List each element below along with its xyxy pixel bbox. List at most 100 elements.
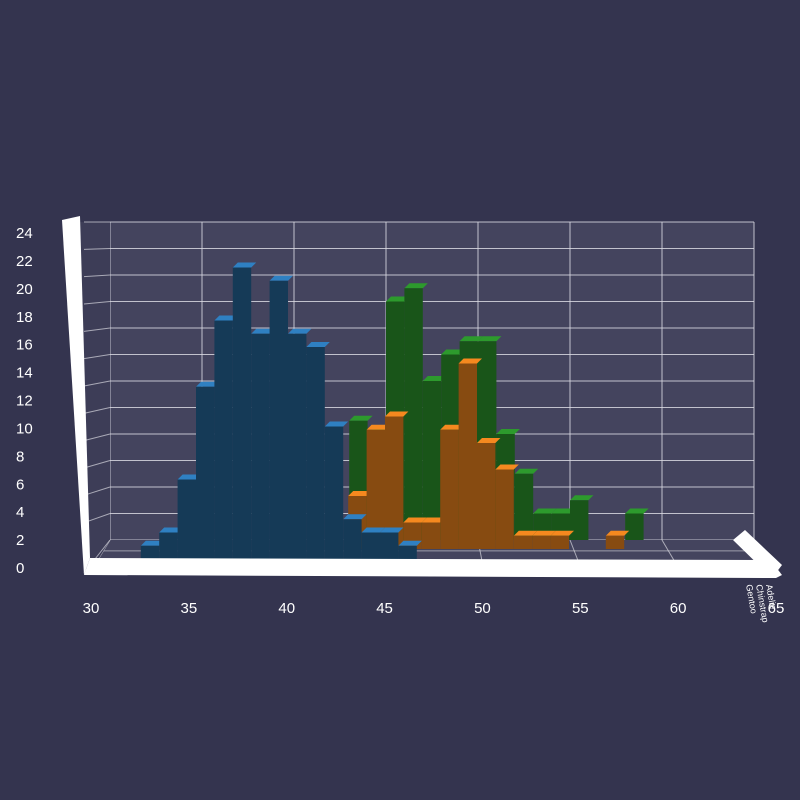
x-tick-label: 30: [83, 600, 100, 617]
y-tick-label: 22: [16, 253, 33, 270]
histogram-bar: [366, 429, 385, 549]
histogram-bar: [177, 479, 196, 559]
histogram-bar: [477, 443, 496, 549]
bar-top-face: [551, 508, 575, 514]
x-tick-label: 50: [474, 600, 491, 617]
y-tick-label: 18: [16, 309, 33, 326]
histogram-bar: [324, 426, 344, 559]
x-tick-label: 55: [572, 600, 589, 617]
bar-top-face: [343, 514, 367, 520]
histogram-bar: [514, 473, 534, 540]
bar-top-face: [306, 342, 330, 347]
bar-top-face: [459, 336, 483, 342]
histogram-bar: [440, 429, 459, 549]
y-tick-label: 14: [16, 365, 33, 382]
bar-top-face: [348, 491, 372, 496]
bar-top-face: [532, 530, 556, 536]
depth-tick-label: Adelie: [764, 584, 778, 610]
left-axis-bar: [62, 216, 90, 575]
bar-top-face: [570, 495, 594, 501]
bar-top-face: [496, 429, 520, 434]
bar-top-face: [513, 530, 538, 536]
y-tick-label: 10: [16, 420, 33, 437]
y-tick-label: 8: [16, 448, 24, 465]
bar-top-face: [495, 464, 519, 470]
y-tick-label: 0: [16, 560, 24, 577]
bar-top-face: [251, 328, 275, 334]
histogram-bar: [570, 500, 589, 540]
histogram-bar: [513, 535, 533, 549]
bar-top-face: [196, 381, 220, 387]
bar-top-face: [385, 411, 409, 417]
histogram-bar: [422, 381, 442, 540]
bar-top-face: [403, 517, 427, 523]
front-axis-wall: [62, 216, 782, 578]
x-tick-label: 35: [181, 600, 198, 617]
y-tick-label: 16: [16, 337, 33, 354]
y-tick-label: 2: [16, 532, 24, 549]
bar-top-face: [514, 468, 539, 474]
bar-top-face: [349, 415, 373, 421]
bar-top-face: [404, 283, 428, 289]
bar-top-face: [625, 508, 649, 514]
side-gridline-y: [83, 354, 111, 360]
histogram-bar: [532, 535, 551, 549]
side-gridline-y: [83, 301, 111, 305]
bar-top-face: [422, 376, 447, 381]
y-tick-label: 4: [16, 504, 24, 521]
bar-top-face: [366, 424, 390, 430]
side-gridline-y: [83, 248, 111, 250]
histogram-bar: [306, 347, 325, 559]
side-gridline-y: [83, 460, 111, 469]
bar-top-face: [421, 517, 446, 523]
bar-top-face: [232, 262, 257, 268]
bar-top-face: [478, 336, 502, 342]
histogram-bar: [458, 363, 477, 549]
bar-top-face: [458, 358, 482, 364]
bar-top-face: [269, 275, 293, 281]
side-gridline-y: [83, 274, 111, 278]
bar-top-face: [288, 328, 312, 334]
side-gridline-y: [83, 407, 111, 414]
bar-group: [140, 262, 649, 559]
bar-top-face: [214, 315, 238, 321]
histogram-bar: [625, 513, 644, 540]
bar-top-face: [398, 540, 422, 546]
histogram-bar: [421, 522, 441, 549]
histogram-bar: [343, 519, 362, 559]
histogram-bar: [385, 416, 404, 549]
histogram-bar: [232, 267, 252, 559]
side-gridline-y: [83, 433, 111, 442]
bar-top-face: [324, 421, 349, 427]
bar-top-face: [440, 424, 464, 430]
side-gridline-y: [83, 327, 111, 332]
bar-top-face: [380, 527, 404, 533]
right-depth-axis-bar: [733, 530, 782, 578]
y-tick-label: 12: [16, 393, 33, 410]
x-tick-label: 60: [670, 600, 687, 617]
histogram-bar: [214, 320, 233, 559]
histogram-bar: [196, 386, 215, 559]
histogram-bar: [605, 535, 625, 549]
y-tick-label: 24: [16, 225, 33, 242]
histogram-bar: [398, 545, 417, 559]
bar-top-face: [477, 438, 501, 443]
bar-top-face: [140, 540, 165, 546]
bar-top-face: [441, 349, 465, 355]
y-tick-label: 6: [16, 476, 24, 493]
histogram-bar: [159, 532, 178, 559]
bar-top-face: [177, 474, 201, 480]
side-gridline-y: [83, 486, 111, 496]
histogram-bar: [550, 535, 569, 549]
bar-top-face: [386, 296, 410, 302]
histogram-bar: [495, 469, 514, 549]
bar-top-face: [159, 527, 183, 533]
side-gridline-y: [83, 380, 111, 387]
bar-top-face: [361, 527, 385, 533]
x-tick-label: 65: [768, 600, 785, 617]
histogram-bar: [404, 288, 423, 540]
histogram-bar: [140, 545, 160, 559]
bar-top-face: [533, 508, 557, 514]
